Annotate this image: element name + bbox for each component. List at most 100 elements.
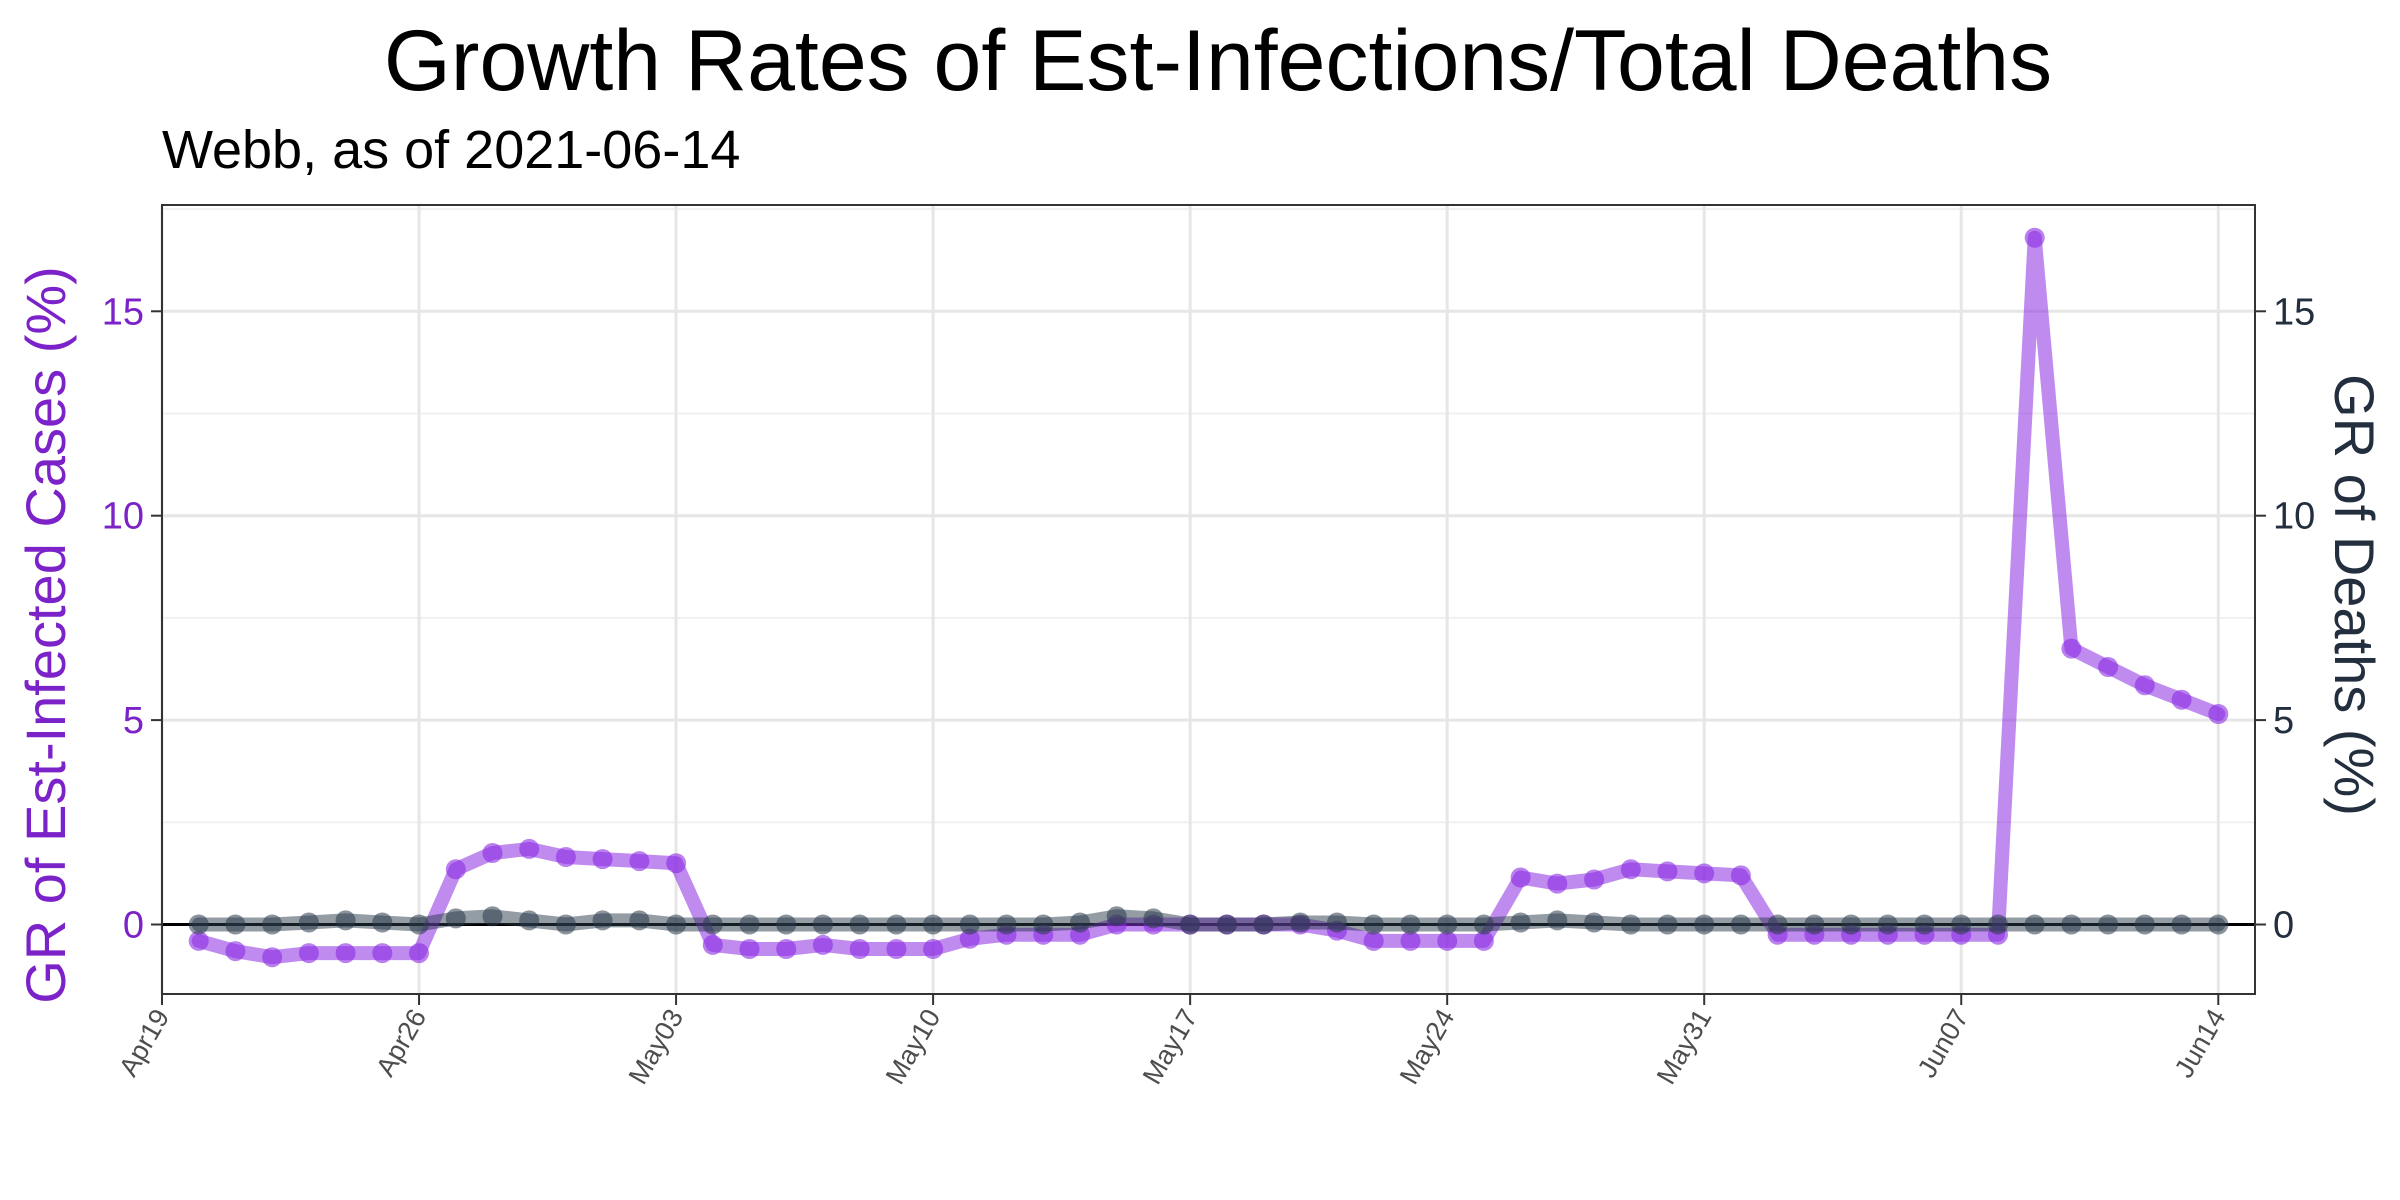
data-point-deaths <box>372 912 393 933</box>
data-point-deaths <box>1730 914 1751 935</box>
data-point-deaths <box>923 914 944 935</box>
data-point-deaths <box>1070 912 1090 933</box>
data-point-cases <box>702 934 723 955</box>
data-point-cases <box>1620 859 1641 880</box>
data-point-cases <box>2208 704 2229 724</box>
chart-title: Growth Rates of Est-Infections/Total Dea… <box>384 13 2052 109</box>
series-deaths <box>188 906 2229 935</box>
data-point-cases <box>1473 930 1494 951</box>
y-tick-label-left: 10 <box>102 496 144 538</box>
data-point-cases <box>555 847 576 867</box>
data-point-deaths <box>959 914 980 935</box>
data-point-cases <box>1363 930 1384 951</box>
data-point-cases <box>959 928 980 949</box>
data-point-cases <box>2024 227 2045 248</box>
data-point-deaths <box>739 914 760 935</box>
x-tick-label: May17 <box>1137 1004 1204 1089</box>
data-point-cases <box>812 934 833 955</box>
data-point-cases <box>1657 861 1678 882</box>
data-point-deaths <box>849 914 870 935</box>
data-point-deaths <box>225 914 246 935</box>
x-tick-label: May24 <box>1394 1004 1461 1089</box>
data-point-deaths <box>1363 914 1384 935</box>
y-tick-label-right: 0 <box>2273 905 2294 947</box>
data-point-deaths <box>445 908 466 929</box>
data-point-cases <box>2134 675 2155 696</box>
data-point-deaths <box>1584 912 1605 933</box>
data-point-deaths <box>188 914 209 935</box>
data-point-cases <box>1510 867 1531 888</box>
data-point-deaths <box>2098 914 2119 935</box>
data-point-deaths <box>629 910 650 931</box>
data-point-deaths <box>1473 914 1494 935</box>
x-tick-label: May31 <box>1651 1004 1718 1089</box>
data-point-cases <box>335 943 356 964</box>
data-point-deaths <box>1437 914 1458 935</box>
y-axis-title-right: GR of Deaths (%) <box>2323 374 2386 816</box>
data-point-cases <box>1400 930 1421 951</box>
data-point-cases <box>1547 873 1568 894</box>
data-point-cases <box>1694 863 1715 884</box>
y-axis-title-left: GR of Est-Infected Cases (%) <box>14 266 77 1004</box>
data-point-deaths <box>1804 914 1825 935</box>
data-point-deaths <box>1327 912 1347 933</box>
axes-layer: 0 0 5 5 10 10 15 15 Apr19 Apr26 May03 May10 May17 May… <box>102 291 2316 1089</box>
y-tick-label-left: 15 <box>102 291 144 333</box>
data-point-deaths <box>1951 914 1972 935</box>
data-point-deaths <box>2134 914 2155 935</box>
x-tick-label: May10 <box>880 1004 947 1089</box>
x-tick-label: Apr26 <box>370 1004 432 1081</box>
data-point-cases <box>666 853 687 874</box>
data-point-cases <box>262 947 283 968</box>
data-point-cases <box>923 939 944 959</box>
data-point-cases <box>739 939 760 959</box>
data-point-deaths <box>1657 914 1678 935</box>
data-point-deaths <box>1180 914 1201 935</box>
data-point-cases <box>776 939 797 959</box>
data-point-deaths <box>409 914 429 935</box>
data-point-deaths <box>1106 906 1127 927</box>
plot-panel-border <box>161 204 2256 995</box>
data-point-cases <box>372 943 393 964</box>
data-point-deaths <box>1253 914 1274 935</box>
data-point-deaths <box>262 914 283 935</box>
data-point-deaths <box>482 906 503 927</box>
series-cases <box>188 227 2229 968</box>
data-point-deaths <box>1988 914 2008 935</box>
data-point-deaths <box>335 910 356 931</box>
data-point-deaths <box>555 914 576 935</box>
data-point-deaths <box>1877 914 1898 935</box>
data-point-deaths <box>1510 912 1531 933</box>
data-point-cases <box>2061 638 2082 659</box>
data-point-deaths <box>1767 914 1788 935</box>
data-point-deaths <box>2024 914 2045 935</box>
data-point-cases <box>1437 930 1458 951</box>
data-point-cases <box>629 851 650 872</box>
data-point-deaths <box>1143 908 1164 929</box>
data-point-deaths <box>1290 912 1311 933</box>
data-point-cases <box>849 939 870 959</box>
y-tick-label-right: 10 <box>2273 496 2315 538</box>
data-point-deaths <box>1620 914 1641 935</box>
series-layer <box>188 227 2229 968</box>
data-point-cases <box>2171 689 2192 710</box>
data-point-deaths <box>519 910 540 931</box>
chart-subtitle: Webb, as of 2021-06-14 <box>162 120 740 180</box>
data-point-deaths <box>592 910 613 931</box>
data-point-deaths <box>702 914 723 935</box>
data-point-deaths <box>1841 914 1862 935</box>
y-tick-label-left: 0 <box>123 905 144 947</box>
data-point-deaths <box>2171 914 2192 935</box>
data-point-deaths <box>812 914 833 935</box>
data-point-cases <box>298 943 319 964</box>
data-point-deaths <box>1694 914 1715 935</box>
data-point-cases <box>1730 865 1751 886</box>
data-point-deaths <box>1216 914 1237 935</box>
data-point-cases <box>1584 869 1605 890</box>
data-point-deaths <box>2061 914 2082 935</box>
data-point-deaths <box>1400 914 1421 935</box>
grid-lines <box>160 205 2255 994</box>
data-point-cases <box>188 930 209 951</box>
data-point-deaths <box>666 914 687 935</box>
